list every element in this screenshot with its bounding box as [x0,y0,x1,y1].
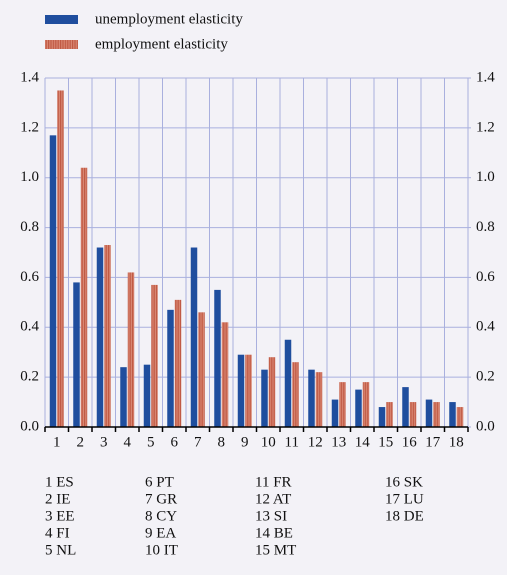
category-key: 1 ES [45,474,74,490]
y2-tick-label: 0.6 [476,269,495,285]
bar [167,309,174,427]
bar [245,354,252,427]
category-key: 16 SK [385,474,423,490]
bar [409,402,417,427]
category-key: 7 GR [145,491,177,507]
bar [433,402,440,427]
y-tick-label: 1.0 [20,169,39,185]
bar [362,382,370,427]
bar [174,299,182,427]
bar [355,389,362,427]
bar [104,245,111,427]
category-key: 3 EE [45,508,75,524]
bar [49,135,57,428]
bar [80,167,88,427]
legend-swatch [45,40,78,49]
legend-label: employment elasticity [95,36,228,52]
bar [308,369,315,427]
category-key: 12 AT [255,491,291,507]
y-tick-label: 0.6 [20,269,39,285]
legend-label: unemployment elasticity [95,11,243,27]
bar [456,407,464,427]
y2-tick-label: 0.2 [476,369,495,385]
category-key: 10 IT [145,542,178,558]
category-key: 6 PT [145,474,174,490]
y-tick-label: 1.4 [20,69,39,85]
bar [151,284,158,427]
y2-tick-label: 1.0 [476,169,495,185]
legend-swatch [45,15,78,24]
x-tick-label: 6 [171,434,179,450]
category-key: 18 DE [385,508,424,524]
bar [331,399,339,427]
category-key: 8 CY [145,508,177,524]
y-tick-label: 0.0 [20,418,39,434]
category-key: 14 BE [255,525,293,541]
category-key: 2 IE [45,491,70,507]
y-tick-label: 1.2 [20,119,39,135]
bar [198,312,205,427]
x-tick-label: 5 [147,434,155,450]
x-tick-label: 16 [402,434,418,450]
x-tick-label: 8 [218,434,226,450]
x-tick-label: 12 [308,434,323,450]
category-key: 11 FR [255,474,292,490]
bar [425,399,433,427]
bar [127,272,135,427]
bar [214,289,221,427]
category-key: 13 SI [255,508,287,524]
category-key: 5 NL [45,542,76,558]
bar [449,402,456,427]
bar [378,407,386,427]
category-key: 4 FI [45,525,70,541]
y2-tick-label: 0.0 [476,418,495,434]
x-tick-label: 17 [425,434,441,450]
x-tick-label: 13 [331,434,346,450]
bar [96,247,104,427]
x-tick-label: 18 [449,434,464,450]
y-tick-label: 0.8 [20,219,39,235]
x-tick-label: 10 [261,434,276,450]
x-tick-label: 14 [355,434,371,450]
x-tick-label: 9 [241,434,249,450]
x-tick-label: 15 [378,434,393,450]
bar [190,247,198,427]
bar [261,369,268,427]
bar [315,372,323,427]
bar [268,357,276,427]
bar [339,382,346,427]
bar [237,354,245,427]
bar [73,282,80,427]
category-key: 15 MT [255,542,296,558]
y-tick-label: 0.2 [20,369,39,385]
bar [57,90,64,427]
bar [143,364,151,427]
x-tick-label: 11 [285,434,299,450]
y-tick-label: 0.4 [20,319,39,335]
bar [120,367,127,427]
x-tick-label: 7 [194,434,202,450]
x-tick-label: 1 [53,434,61,450]
x-tick-label: 4 [124,434,132,450]
bar [386,402,393,427]
category-key: 17 LU [385,491,424,507]
bar [221,322,229,427]
y2-tick-label: 0.4 [476,319,495,335]
y2-tick-label: 1.4 [476,69,495,85]
x-tick-label: 3 [100,434,108,450]
bar [402,387,409,427]
bar [284,339,292,427]
y2-tick-label: 0.8 [476,219,495,235]
bar [292,362,299,427]
x-tick-label: 2 [77,434,85,450]
category-key: 9 EA [145,525,176,541]
y2-tick-label: 1.2 [476,119,495,135]
